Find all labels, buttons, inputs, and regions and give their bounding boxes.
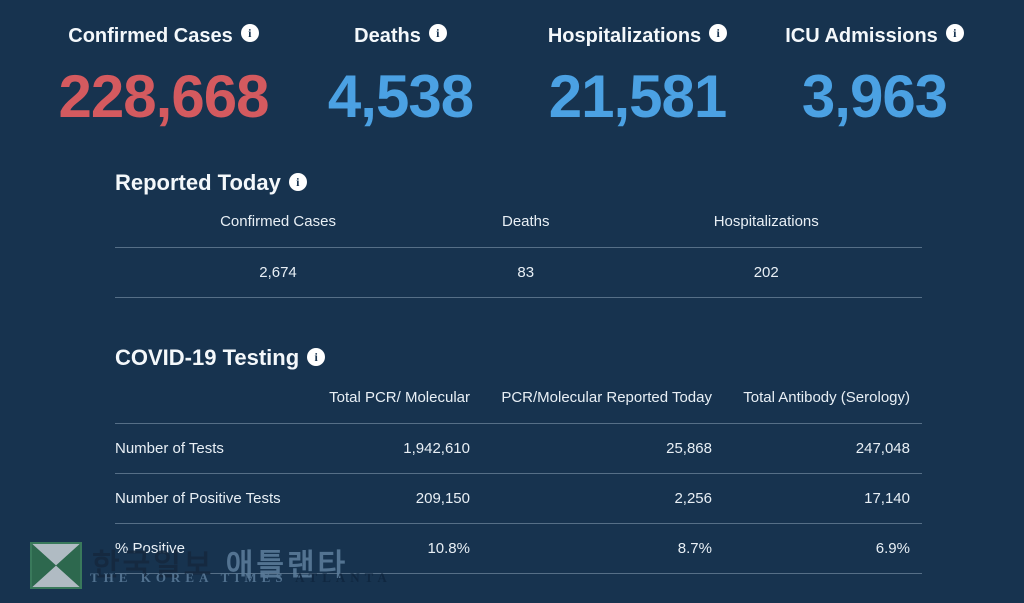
stat-label: Hospitalizations i <box>519 22 756 50</box>
testing-header-row: Total PCR/ Molecular PCR/Molecular Repor… <box>115 371 922 424</box>
testing-section: COVID-19 Testing i Total PCR/ Molecular P… <box>115 345 922 574</box>
stat-label: Deaths i <box>282 22 519 50</box>
column-header: Confirmed Cases <box>220 213 336 230</box>
table-cell: 2,674 <box>259 264 297 281</box>
stat-label-text: Confirmed Cases <box>68 25 233 47</box>
table-row: % Positive 10.8% 8.7% 6.9% <box>115 524 922 574</box>
table-cell: 1,942,610 <box>403 440 470 457</box>
column-header: PCR/Molecular Reported Today <box>501 388 712 406</box>
stat-hospitalizations: Hospitalizations i 21,581 <box>519 22 756 128</box>
reported-today-section: Reported Today i Confirmed Cases Deaths H… <box>115 170 922 298</box>
stats-row: Confirmed Cases i 228,668 Deaths i 4,538 H… <box>45 22 993 128</box>
table-cell: 8.7% <box>677 540 712 557</box>
info-icon[interactable]: i <box>709 24 728 42</box>
stat-value: 4,538 <box>327 63 474 130</box>
column-header: Deaths <box>501 213 550 230</box>
table-row: Number of Positive Tests 209,150 2,256 1… <box>115 474 922 524</box>
section-title-text: COVID-19 Testing <box>115 345 300 370</box>
reported-today-header-row: Confirmed Cases Deaths Hospitalizations <box>115 196 922 248</box>
info-icon[interactable]: i <box>307 348 326 366</box>
table-cell: 83 <box>517 264 535 281</box>
table-cell: 209,150 <box>415 490 470 507</box>
korea-times-flag-icon <box>30 542 82 589</box>
table-cell: 6.9% <box>875 540 910 557</box>
table-cell: 2,256 <box>674 490 712 507</box>
stat-value: 228,668 <box>58 63 270 130</box>
testing-title: COVID-19 Testing i <box>115 345 922 371</box>
stat-label-text: Hospitalizations <box>547 25 702 47</box>
stat-deaths: Deaths i 4,538 <box>282 22 519 128</box>
reported-today-values-row: 2,674 83 202 <box>115 248 922 298</box>
column-header: Hospitalizations <box>713 213 819 230</box>
info-icon[interactable]: i <box>945 24 964 42</box>
info-icon[interactable]: i <box>288 173 307 191</box>
stat-icu-admissions: ICU Admissions i 3,963 <box>756 22 993 128</box>
stat-label-text: Deaths <box>354 25 421 47</box>
table-cell: 247,048 <box>855 440 910 457</box>
stat-label-text: ICU Admissions <box>785 25 938 47</box>
column-header: Total Antibody (Serology) <box>743 388 910 406</box>
stat-label: ICU Admissions i <box>756 22 993 50</box>
row-label: Number of Tests <box>115 440 224 457</box>
stat-value: 3,963 <box>801 63 948 130</box>
table-cell: 202 <box>753 264 779 281</box>
stat-label: Confirmed Cases i <box>45 22 282 50</box>
row-label: % Positive <box>115 540 186 557</box>
row-label: Number of Positive Tests <box>115 490 281 507</box>
reported-today-title: Reported Today i <box>115 170 922 196</box>
table-cell: 25,868 <box>666 440 712 457</box>
stat-confirmed-cases: Confirmed Cases i 228,668 <box>45 22 282 128</box>
info-icon[interactable]: i <box>428 24 447 42</box>
section-title-text: Reported Today <box>115 170 281 195</box>
table-row: Number of Tests 1,942,610 25,868 247,048 <box>115 424 922 474</box>
stat-value: 21,581 <box>548 63 728 130</box>
info-icon[interactable]: i <box>240 24 259 42</box>
column-header: Total PCR/ Molecular <box>329 388 470 406</box>
table-cell: 17,140 <box>864 490 910 507</box>
table-cell: 10.8% <box>427 540 470 557</box>
